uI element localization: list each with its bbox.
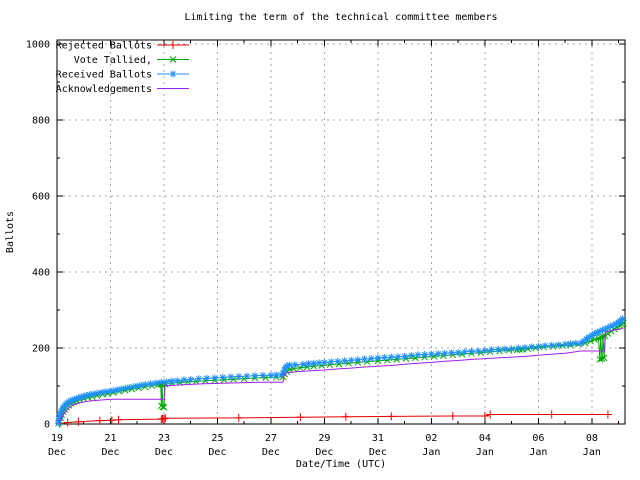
svg-text:Jan: Jan (583, 447, 601, 458)
y-axis-label: Ballots (5, 211, 16, 253)
svg-text:Dec: Dec (369, 447, 387, 458)
legend-label: Vote Tallied, (74, 55, 152, 66)
series-markers-vote-tallied (55, 319, 627, 427)
series-rejected-ballots (55, 410, 612, 428)
svg-text:25: 25 (211, 433, 223, 444)
svg-text:29: 29 (318, 433, 330, 444)
series-vote-tallied (55, 319, 627, 427)
series-line-vote-tallied (58, 322, 624, 424)
svg-text:Dec: Dec (262, 447, 280, 458)
legend-label: Rejected Ballots (56, 41, 152, 52)
x-axis-tick-labels: 19 Dec 21 Dec 23 Dec 25 Dec 27 Dec 29 Dec 31 Dec 02 Jan… (48, 433, 601, 458)
svg-text:08: 08 (586, 433, 598, 444)
legend-sample-marker (169, 41, 177, 49)
series-line-rejected-ballots (59, 414, 608, 425)
svg-text:Dec: Dec (315, 447, 333, 458)
svg-text:Dec: Dec (155, 447, 173, 458)
svg-text:200: 200 (32, 343, 50, 354)
svg-text:600: 600 (32, 191, 50, 202)
svg-text:19: 19 (51, 433, 63, 444)
svg-text:Dec: Dec (48, 447, 66, 458)
svg-text:27: 27 (265, 433, 277, 444)
svg-text:Jan: Jan (476, 447, 494, 458)
svg-text:Dec: Dec (101, 447, 119, 458)
series-acknowledgements (58, 327, 624, 423)
svg-text:04: 04 (479, 433, 491, 444)
svg-text:0: 0 (44, 420, 50, 431)
legend-label: Acknowledgements (56, 84, 152, 95)
y-axis-tick-labels: 0 200 400 600 800 1000 (26, 39, 50, 430)
svg-text:1000: 1000 (26, 39, 50, 50)
series-line-acknowledgements (58, 327, 624, 423)
svg-text:06: 06 (532, 433, 544, 444)
series-received-ballots (54, 315, 627, 427)
svg-text:31: 31 (372, 433, 384, 444)
x-axis-label: Date/Time (UTC) (296, 459, 386, 470)
svg-text:23: 23 (158, 433, 170, 444)
chart-title: Limiting the term of the technical commi… (184, 12, 497, 23)
series-markers-received-ballots (54, 315, 627, 427)
plot-border (56, 39, 626, 425)
svg-text:Jan: Jan (529, 447, 547, 458)
svg-text:21: 21 (104, 433, 116, 444)
svg-text:800: 800 (32, 115, 50, 126)
svg-text:Jan: Jan (422, 447, 440, 458)
legend-label: Received Ballots (56, 70, 152, 81)
svg-text:400: 400 (32, 267, 50, 278)
legend-sample-marker (169, 70, 177, 78)
legend: Rejected Ballots Vote Tallied, Received Ba… (56, 41, 189, 95)
svg-text:Dec: Dec (208, 447, 226, 458)
svg-text:02: 02 (425, 433, 437, 444)
legend-sample-marker (169, 56, 177, 63)
